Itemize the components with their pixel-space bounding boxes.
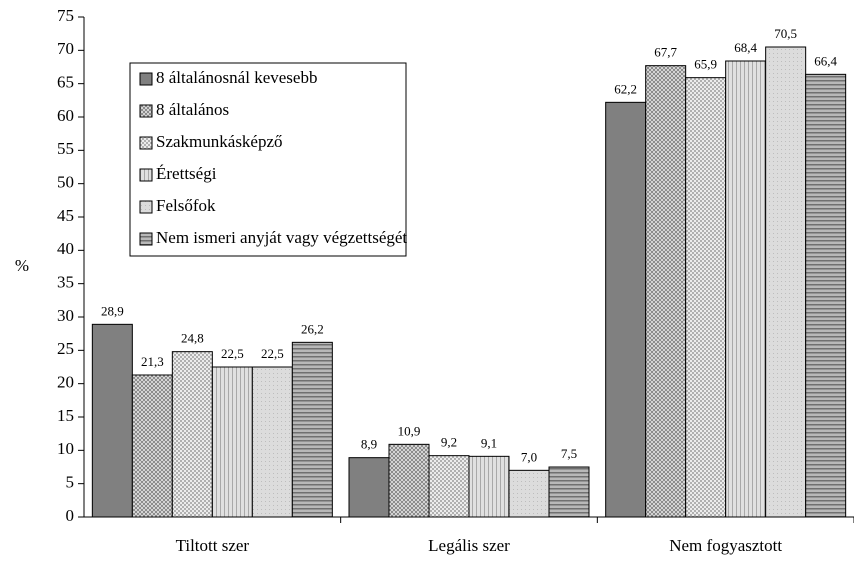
- legend-label: 8 általánosnál kevesebb: [156, 68, 317, 87]
- value-label: 66,4: [814, 53, 837, 68]
- value-label: 7,0: [521, 449, 537, 464]
- value-label: 28,9: [101, 303, 124, 318]
- legend-swatch: [139, 168, 153, 182]
- value-label: 26,2: [301, 321, 324, 336]
- bar: [428, 455, 470, 518]
- value-label: 21,3: [141, 354, 164, 369]
- y-tick-label: 5: [66, 473, 75, 492]
- legend-swatch: [139, 200, 153, 214]
- y-tick-label: 65: [57, 73, 74, 92]
- y-tick-label: 25: [57, 339, 74, 358]
- y-tick-label: 15: [57, 406, 74, 425]
- legend-swatch: [139, 104, 153, 118]
- value-label: 9,1: [481, 435, 497, 450]
- bar: [468, 455, 510, 518]
- y-tick-label: 0: [66, 506, 75, 525]
- bar: [171, 351, 213, 518]
- bar: [388, 443, 430, 518]
- y-tick-label: 20: [57, 373, 74, 392]
- bar: [765, 46, 807, 518]
- value-label: 70,5: [774, 26, 797, 41]
- y-tick-label: 75: [57, 6, 74, 25]
- legend-box: [129, 62, 407, 257]
- bar: [291, 341, 333, 518]
- value-label: 62,2: [614, 81, 637, 96]
- y-tick-label: 50: [57, 173, 74, 192]
- y-tick-label: 60: [57, 106, 74, 125]
- x-tick-label: Legális szer: [428, 536, 510, 555]
- value-label: 24,8: [181, 331, 204, 346]
- value-label: 65,9: [694, 57, 717, 72]
- value-label: 22,5: [261, 346, 284, 361]
- legend-label: Szakmunkásképző: [156, 132, 283, 151]
- y-tick-label: 10: [57, 439, 74, 458]
- value-label: 9,2: [441, 435, 457, 450]
- y-tick-label: 35: [57, 273, 74, 292]
- x-tick-label: Tiltott szer: [176, 536, 250, 555]
- value-label: 8,9: [361, 437, 377, 452]
- y-tick-label: 45: [57, 206, 74, 225]
- value-label: 22,5: [221, 346, 244, 361]
- value-label: 7,5: [561, 446, 577, 461]
- bar: [508, 469, 550, 518]
- value-label: 10,9: [398, 423, 421, 438]
- value-label: 67,7: [654, 45, 677, 60]
- y-axis-label: %: [15, 256, 29, 275]
- bar: [685, 77, 727, 518]
- value-label: 68,4: [734, 40, 757, 55]
- bar: [251, 366, 293, 518]
- y-tick-label: 55: [57, 139, 74, 158]
- legend-label: Érettségi: [156, 164, 217, 183]
- bar: [348, 457, 390, 518]
- bar: [91, 323, 133, 518]
- bar: [548, 466, 590, 518]
- legend-label: 8 általános: [156, 100, 229, 119]
- legend-label: Nem ismeri anyját vagy végzettségét: [156, 228, 407, 247]
- bar: [645, 65, 687, 518]
- bar: [211, 366, 253, 518]
- y-tick-label: 40: [57, 239, 74, 258]
- y-tick-label: 70: [57, 39, 74, 58]
- x-tick-label: Nem fogyasztott: [669, 536, 782, 555]
- legend-swatch: [139, 72, 153, 86]
- y-tick-label: 30: [57, 306, 74, 325]
- bar: [131, 374, 173, 518]
- legend-swatch: [139, 136, 153, 150]
- legend-swatch: [139, 232, 153, 246]
- legend-label: Felsőfok: [156, 196, 216, 215]
- bar: [605, 101, 647, 518]
- bar: [805, 73, 847, 518]
- bar: [725, 60, 767, 518]
